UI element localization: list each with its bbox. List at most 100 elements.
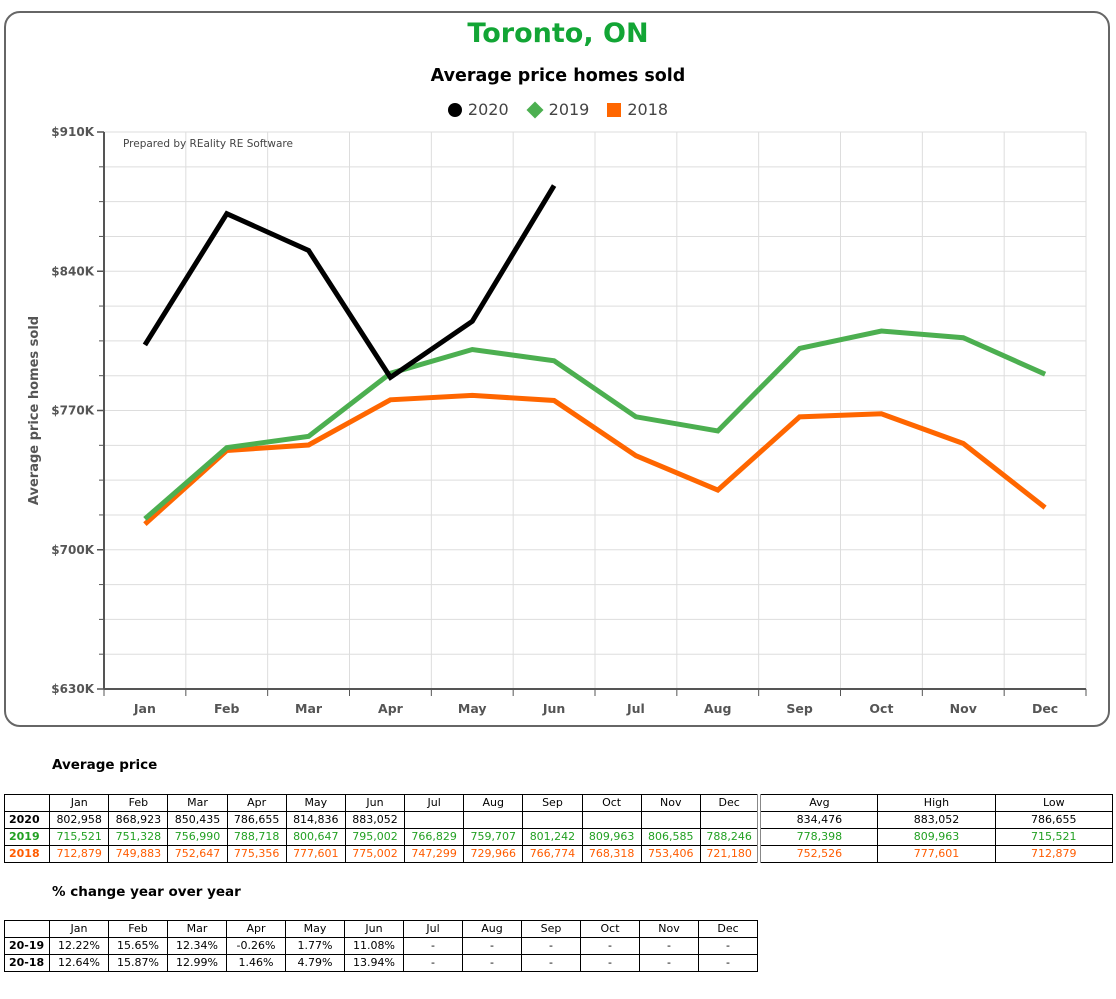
table-cell: 814,836 xyxy=(285,811,346,829)
table-cell: 747,299 xyxy=(404,845,465,863)
legend-label: 2020 xyxy=(467,100,509,119)
column-header: Oct xyxy=(580,920,640,938)
chart-title: Toronto, ON xyxy=(467,18,649,49)
x-tick-label: Dec xyxy=(1032,701,1058,716)
table-cell: 1.77% xyxy=(285,937,345,955)
chart-card xyxy=(4,11,1110,727)
column-header: Sep xyxy=(522,794,583,812)
table-row: 2018 712,879 749,883 752,647 775,356 777,601 7… xyxy=(3,845,1114,863)
column-header: Jul xyxy=(404,794,465,812)
table-cell: 1.46% xyxy=(226,954,286,972)
table-cell: 4.79% xyxy=(285,954,345,972)
table-cell: 795,002 xyxy=(344,828,406,846)
column-header: Jun xyxy=(344,794,406,812)
table-cell: 749,883 xyxy=(108,845,169,863)
table-cell: 712,879 xyxy=(994,845,1114,863)
table-row: 20-18 12.64% 15.87% 12.99% 1.46% 4.79% 13.94% -… xyxy=(4,954,758,972)
x-tick-label: Nov xyxy=(950,701,977,716)
table-cell xyxy=(522,811,583,829)
table-cell xyxy=(404,811,465,829)
table-cell: - xyxy=(580,954,640,972)
table-cell: 756,990 xyxy=(167,828,228,846)
table-cell: 786,655 xyxy=(226,811,287,829)
column-header: Apr xyxy=(226,794,287,812)
table-cell: 802,958 xyxy=(49,811,110,829)
column-header: Sep xyxy=(521,920,581,938)
column-header: Feb xyxy=(108,920,168,938)
table-cell: - xyxy=(403,954,463,972)
table-cell: 752,647 xyxy=(167,845,228,863)
column-header: Avg xyxy=(757,794,879,812)
table-row: 2019 715,521 751,328 756,990 788,718 800,647 7… xyxy=(3,828,1114,846)
table-cell: 12.64% xyxy=(49,954,109,972)
table-cell: 788,246 xyxy=(699,828,760,846)
table-cell: 721,180 xyxy=(699,845,760,863)
table-cell: 13.94% xyxy=(344,954,404,972)
table-cell: - xyxy=(521,937,581,955)
table-cell: -0.26% xyxy=(226,937,286,955)
diamond-marker-icon xyxy=(526,101,544,118)
series-line-2018 xyxy=(143,392,1047,526)
table-cell: 15.65% xyxy=(108,937,168,955)
column-header: Oct xyxy=(581,794,642,812)
x-tick-label: Oct xyxy=(869,701,893,716)
table-cell: 801,242 xyxy=(522,828,583,846)
table-cell: - xyxy=(403,937,463,955)
table-cell: 766,829 xyxy=(404,828,465,846)
table-cell: - xyxy=(462,937,522,955)
table-cell: 868,923 xyxy=(108,811,169,829)
table-cell: - xyxy=(639,937,699,955)
table-cell: 753,406 xyxy=(640,845,701,863)
change-table-heading: % change year over year xyxy=(52,884,241,900)
legend-item-2019[interactable]: 2019 xyxy=(526,100,589,119)
x-tick-label: Apr xyxy=(378,701,404,716)
row-header: 20-18 xyxy=(4,954,50,972)
table-cell: 712,879 xyxy=(49,845,110,863)
column-header: Jan xyxy=(49,920,109,938)
table-cell: 766,774 xyxy=(522,845,583,863)
x-tick-label: Sep xyxy=(786,701,812,716)
table-cell: 806,585 xyxy=(640,828,701,846)
x-tick-label: Jan xyxy=(133,701,156,716)
table-cell: - xyxy=(462,954,522,972)
chart-subtitle: Average price homes sold xyxy=(430,66,686,86)
table-cell: 751,328 xyxy=(108,828,169,846)
column-header: Nov xyxy=(639,920,699,938)
table-cell: 759,707 xyxy=(463,828,524,846)
line-chart: $630K $700K $770K $840K $910K Jan Feb Mar Apr May… xyxy=(27,125,1087,716)
x-tick-label: May xyxy=(458,701,487,716)
table-cell: 715,521 xyxy=(994,828,1114,846)
table-cell xyxy=(640,811,701,829)
x-tick-label: Feb xyxy=(214,701,240,716)
table-cell: 768,318 xyxy=(581,845,642,863)
y-tick-label: $910K xyxy=(51,125,94,139)
watermark-text: Prepared by REality RE Software xyxy=(123,138,293,150)
column-header: Apr xyxy=(226,920,286,938)
table-corner-cell xyxy=(4,920,50,938)
table-cell: 752,526 xyxy=(757,845,879,863)
table-row: 2020 802,958 868,923 850,435 786,655 814,836 8… xyxy=(3,811,1114,829)
row-header: 2018 xyxy=(3,845,51,863)
column-header: Dec xyxy=(699,794,760,812)
table-cell: - xyxy=(580,937,640,955)
table-cell: 15.87% xyxy=(108,954,168,972)
table-cell: 775,356 xyxy=(226,845,287,863)
column-header: May xyxy=(285,794,346,812)
table-cell: 834,476 xyxy=(757,811,879,829)
table-cell: 11.08% xyxy=(344,937,404,955)
legend-item-2020[interactable]: 2020 xyxy=(447,100,509,119)
row-header: 20-19 xyxy=(4,937,50,955)
column-header: High xyxy=(877,794,996,812)
table-cell: - xyxy=(521,954,581,972)
x-tick-label: Mar xyxy=(295,701,323,716)
column-header: Jul xyxy=(403,920,463,938)
y-tick-label: $770K xyxy=(51,404,94,418)
table-cell xyxy=(699,811,760,829)
column-header: Dec xyxy=(698,920,758,938)
table-cell: 800,647 xyxy=(285,828,346,846)
table-cell: 777,601 xyxy=(285,845,346,863)
avg-table-heading: Average price xyxy=(52,757,158,773)
legend-item-2018[interactable]: 2018 xyxy=(607,100,668,119)
x-tick-label: Jun xyxy=(542,701,565,716)
table-cell: 778,398 xyxy=(757,828,879,846)
